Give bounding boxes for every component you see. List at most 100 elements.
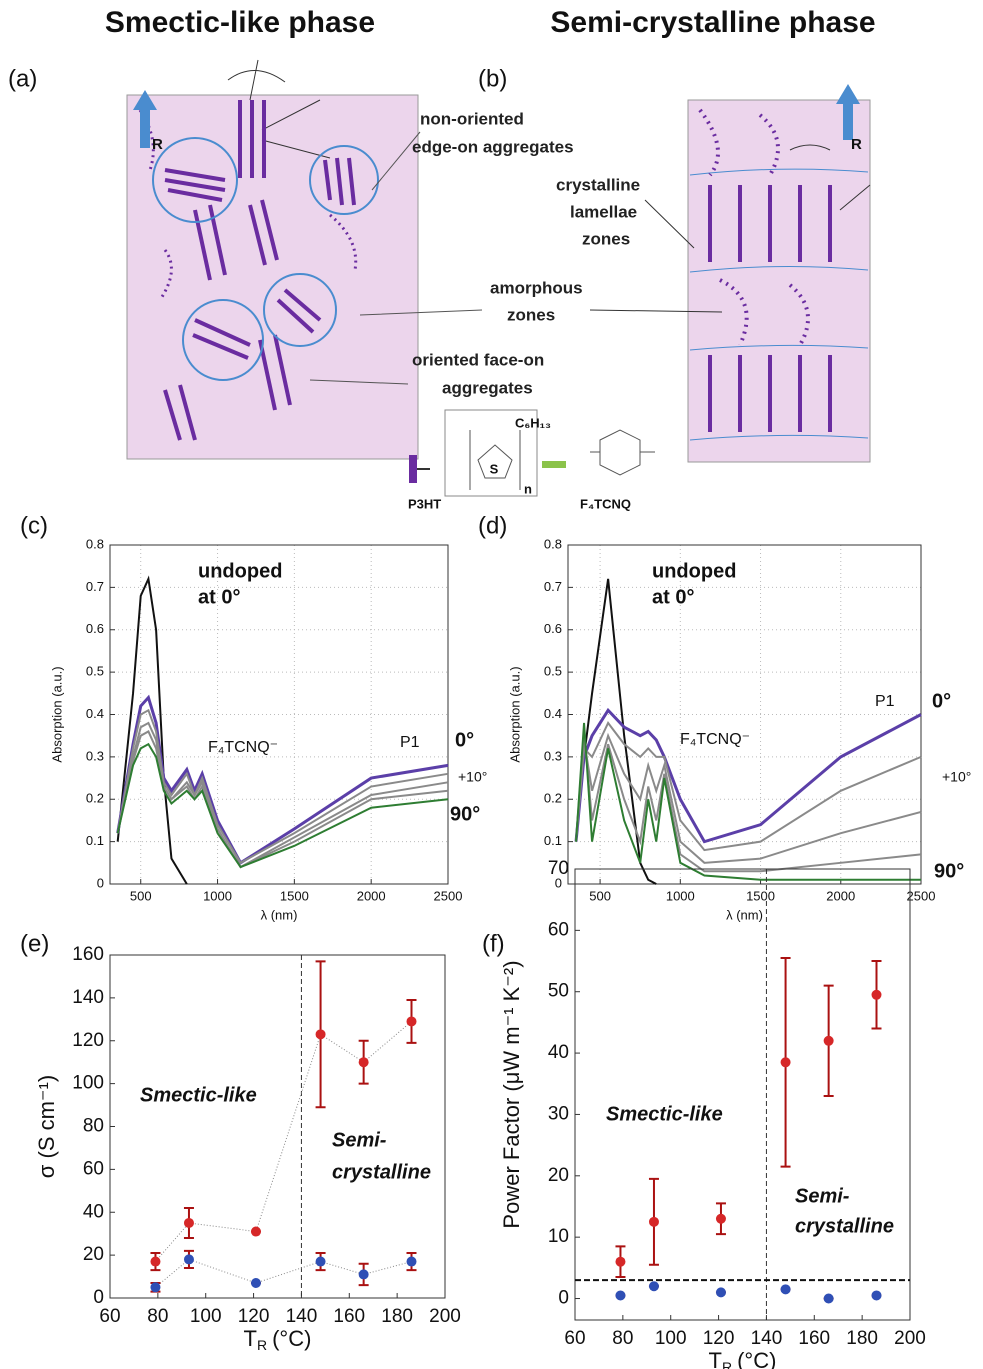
annotation: Semi- bbox=[795, 1185, 850, 1207]
y-tick-label: 120 bbox=[72, 1030, 104, 1051]
plot-frame bbox=[574, 868, 911, 1321]
heading: Smectic-like phase bbox=[105, 6, 375, 39]
y-tick-label: 40 bbox=[548, 1042, 569, 1063]
y-tick-label: 0 bbox=[97, 875, 104, 890]
y-tick-label: 0.4 bbox=[86, 706, 104, 721]
y-tick-label: 0.2 bbox=[544, 791, 562, 806]
callout: zones bbox=[507, 305, 555, 324]
y-tick-label: 0 bbox=[558, 1288, 569, 1309]
x-tick-label: 1000 bbox=[666, 888, 695, 903]
y-tick-label: 60 bbox=[83, 1158, 104, 1179]
series-line bbox=[575, 732, 922, 864]
x-tick-label: 160 bbox=[798, 1328, 830, 1349]
annotation: +10° bbox=[942, 769, 971, 785]
annotation: at 0° bbox=[652, 586, 694, 608]
x-tick-label: 2000 bbox=[826, 888, 855, 903]
point bbox=[715, 1213, 726, 1224]
y-tick-label: 0.5 bbox=[86, 664, 104, 679]
x-tick-label: 140 bbox=[286, 1306, 318, 1327]
series-line bbox=[116, 742, 449, 869]
series-line bbox=[574, 707, 922, 844]
x-tick-label: 2500 bbox=[907, 888, 936, 903]
annotation: P1 bbox=[400, 734, 420, 751]
heading: Semi-crystalline phase bbox=[550, 6, 875, 39]
y-tick-label: 0.6 bbox=[544, 621, 562, 636]
series-line bbox=[116, 721, 449, 869]
panel-label: (f) bbox=[482, 930, 505, 957]
panel-label: (d) bbox=[478, 512, 507, 539]
legend-label: F₄TCNQ bbox=[580, 496, 631, 511]
annotation: 0° bbox=[932, 690, 951, 712]
x-tick-label: 2500 bbox=[434, 888, 463, 903]
point bbox=[150, 1256, 161, 1267]
point bbox=[871, 1290, 882, 1301]
x-tick-label: 140 bbox=[751, 1328, 783, 1349]
point bbox=[358, 1269, 369, 1280]
annotation: P1 bbox=[875, 693, 895, 710]
point bbox=[150, 1282, 161, 1293]
repeat: n bbox=[524, 481, 532, 496]
series-line bbox=[575, 721, 922, 852]
molecule-legend bbox=[409, 409, 655, 497]
y-tick-label: 0.4 bbox=[544, 706, 562, 721]
x-tick-label: 60 bbox=[99, 1306, 120, 1327]
annotation: 90° bbox=[450, 803, 480, 825]
x-tick-label: 100 bbox=[655, 1328, 687, 1349]
point bbox=[871, 989, 882, 1000]
point bbox=[406, 1256, 417, 1267]
annotation: F₄TCNQ⁻ bbox=[208, 739, 278, 756]
x-tick-label: 120 bbox=[703, 1328, 735, 1349]
y-tick-label: 0.7 bbox=[86, 579, 104, 594]
x-tick-label: 120 bbox=[238, 1306, 270, 1327]
y-tick-label: 0.8 bbox=[544, 536, 562, 551]
point bbox=[250, 1226, 261, 1237]
x-axis-label: TR (°C) bbox=[244, 1326, 312, 1353]
annotation: 90° bbox=[934, 860, 964, 882]
x-axis-label-part: R bbox=[257, 1337, 267, 1353]
x-tick-label: 160 bbox=[333, 1306, 365, 1327]
y-tick-label: 100 bbox=[72, 1073, 104, 1094]
x-tick-label: 180 bbox=[846, 1328, 878, 1349]
callout: amorphous bbox=[490, 278, 583, 297]
point bbox=[406, 1016, 417, 1027]
point bbox=[183, 1217, 194, 1228]
callout: non-oriented bbox=[420, 109, 524, 128]
x-axis-label: λ (nm) bbox=[726, 907, 763, 922]
plot-frame bbox=[109, 544, 449, 885]
annotation: +10° bbox=[458, 769, 487, 785]
x-tick-label: 500 bbox=[589, 888, 611, 903]
y-tick-label: 160 bbox=[72, 944, 104, 965]
x-tick-label: 1500 bbox=[280, 888, 309, 903]
y-axis-label: Absorption (a.u.) bbox=[507, 666, 522, 762]
diagram-a: R bbox=[126, 59, 483, 460]
annotation: F₄TCNQ⁻ bbox=[680, 731, 750, 748]
point bbox=[615, 1256, 626, 1267]
x-axis-label-part: R bbox=[722, 1359, 732, 1369]
series-line bbox=[116, 708, 449, 865]
callout: crystalline bbox=[556, 175, 640, 194]
x-tick-label: 80 bbox=[612, 1328, 633, 1349]
y-tick-label: 80 bbox=[83, 1116, 104, 1137]
annotation: Semi- bbox=[332, 1129, 387, 1151]
x-tick-label: 2000 bbox=[357, 888, 386, 903]
legend-label: P3HT bbox=[408, 496, 441, 511]
annotation: 0° bbox=[455, 729, 474, 751]
y-tick-label: 0.3 bbox=[86, 748, 104, 763]
callout: aggregates bbox=[442, 378, 533, 397]
annotation: undoped bbox=[652, 560, 736, 582]
x-axis-label-part: (°C) bbox=[737, 1348, 776, 1369]
plot-frame bbox=[109, 954, 446, 1299]
y-tick-label: 0.3 bbox=[544, 748, 562, 763]
point bbox=[358, 1057, 369, 1068]
point bbox=[648, 1281, 659, 1292]
y-tick-label: 0.5 bbox=[544, 664, 562, 679]
point bbox=[780, 1284, 791, 1295]
point bbox=[715, 1287, 726, 1298]
y-axis-label: Power Factor (μW m⁻¹ K⁻²) bbox=[499, 960, 524, 1228]
diagram-b: R bbox=[589, 84, 871, 463]
side-chain: C₆H₁₃ bbox=[515, 415, 551, 430]
annotation: Smectic-like bbox=[606, 1103, 723, 1125]
arrow-label: R bbox=[152, 136, 163, 153]
x-tick-label: 100 bbox=[190, 1306, 222, 1327]
